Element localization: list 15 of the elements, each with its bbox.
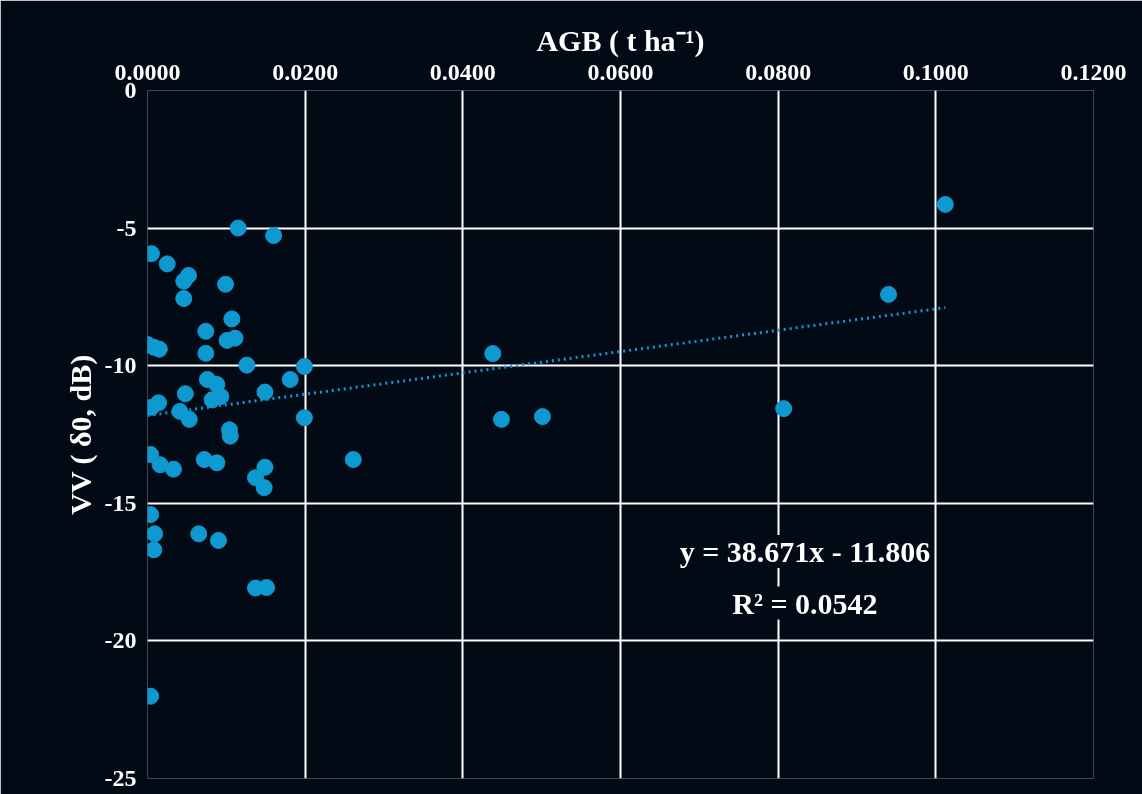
y-tick-label: -25	[104, 765, 137, 791]
x-tick-label: 0.1000	[902, 58, 969, 85]
x-tick-label: 0.0600	[587, 58, 654, 85]
x-tick-label: 0.1200	[1060, 58, 1127, 85]
annotation: y = 38.671x - 11.806	[679, 534, 931, 568]
x-tick-label: 0.0800	[745, 58, 812, 85]
annotation: R² = 0.0542	[732, 586, 878, 620]
y-tick-label: -5	[116, 214, 137, 241]
x-tick-label: 0.0400	[429, 58, 496, 85]
y-axis-title: VV ( δ0, dB)	[63, 354, 98, 515]
y-tick-label: -20	[104, 627, 137, 654]
y-tick-label: -15	[104, 489, 137, 516]
x-axis-title: AGB ( t ha⁻¹)	[536, 23, 705, 58]
y-tick-label: -10	[104, 352, 137, 379]
x-tick-label: 0.0200	[272, 58, 339, 85]
